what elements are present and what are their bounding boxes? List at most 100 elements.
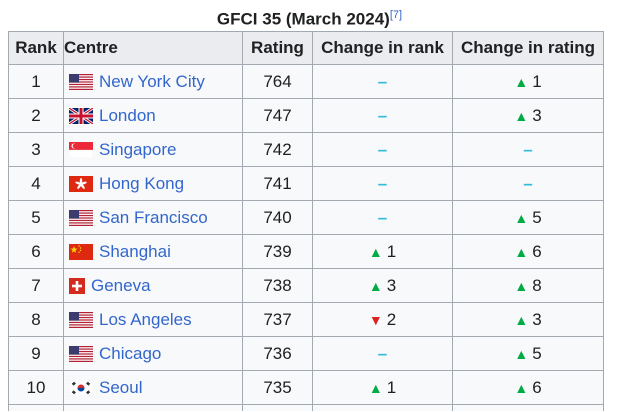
centre-cell: Shanghai [63, 234, 243, 269]
increase-arrow-icon: ▲ [514, 345, 529, 362]
change-indicator: ▲ 5 [514, 208, 541, 228]
change-value: 1 [386, 377, 397, 397]
change-in-rank-cell: – [312, 166, 453, 201]
change-indicator: ▲ 1 [369, 378, 396, 398]
change-value: 6 [532, 241, 542, 261]
header-centre[interactable]: Centre [63, 31, 243, 65]
centre-link[interactable]: London [99, 105, 156, 125]
increase-arrow-icon: ▲ [368, 277, 383, 294]
rank-cell: 4 [8, 166, 64, 201]
centre-cell: Singapore [63, 132, 243, 167]
change-in-rank-cell: – [312, 64, 453, 99]
table-row: 10 Seoul 735 ▲ 1 ▲ 6 [8, 370, 604, 405]
centre-link[interactable]: Geneva [91, 275, 151, 295]
table-row-partial [8, 404, 604, 411]
change-indicator: ▲ 3 [369, 276, 396, 296]
header-rating[interactable]: Rating [242, 31, 313, 65]
change-in-rank-cell: ▼ 2 [312, 302, 453, 337]
rank-cell: 10 [8, 370, 64, 405]
rating-cell: 739 [242, 234, 313, 269]
change-indicator: ▲ 6 [514, 242, 541, 262]
caption-title: GFCI 35 (March 2024) [216, 9, 390, 29]
increase-arrow-icon: ▲ [514, 73, 529, 90]
rating-cell: 764 [242, 64, 313, 99]
change-value: 5 [532, 207, 542, 227]
citation-link[interactable]: [7] [389, 9, 403, 21]
change-value: 5 [532, 343, 542, 363]
centre-link[interactable]: Singapore [99, 139, 177, 159]
change-value: 2 [386, 309, 397, 329]
gfci-ranking-table: Rank Centre Rating Change in rank Change… [8, 31, 604, 411]
change-in-rating-cell: ▲ 1 [452, 64, 604, 99]
change-in-rating-cell: ▲ 5 [452, 200, 604, 235]
rating-cell: 742 [242, 132, 313, 167]
change-value: 3 [532, 105, 542, 125]
no-change-dash-icon: – [377, 71, 388, 91]
centre-link[interactable]: New York City [99, 71, 205, 91]
change-in-rank-cell: ▲ 3 [312, 268, 453, 303]
increase-arrow-icon: ▲ [514, 243, 529, 260]
change-in-rank-cell: ▲ 1 [312, 370, 453, 405]
header-change-in-rating[interactable]: Change in rating [452, 31, 604, 65]
centre-cell: Los Angeles [63, 302, 243, 337]
no-change-dash-icon: – [377, 173, 388, 193]
centre-cell: London [63, 98, 243, 133]
change-value: 1 [386, 241, 397, 261]
header-row: Rank Centre Rating Change in rank Change… [8, 31, 604, 65]
increase-arrow-icon: ▲ [514, 311, 529, 328]
us-flag-icon [69, 209, 93, 226]
table-row: 2 London 747 – ▲ 3 [8, 98, 604, 133]
rating-cell: 737 [242, 302, 313, 337]
hk-flag-icon [69, 175, 93, 192]
rating-cell: 736 [242, 336, 313, 371]
header-change-in-rank[interactable]: Change in rank [312, 31, 453, 65]
change-value: 6 [532, 377, 542, 397]
centre-link[interactable]: Hong Kong [99, 173, 185, 193]
table-caption: GFCI 35 (March 2024)[7] [0, 4, 619, 31]
partial-cell [312, 404, 453, 411]
centre-link[interactable]: San Francisco [99, 207, 208, 227]
change-indicator: ▲ 3 [514, 106, 541, 126]
change-indicator: ▲ 1 [369, 242, 396, 262]
centre-cell: Geneva [63, 268, 243, 303]
no-change-dash-icon: – [523, 173, 533, 193]
uk-flag-icon [68, 106, 94, 125]
centre-cell: Seoul [63, 370, 243, 405]
partial-cell [242, 404, 313, 411]
no-change-dash-icon: – [377, 139, 388, 159]
change-in-rank-cell: – [312, 132, 453, 167]
change-in-rating-cell: – [452, 166, 604, 201]
decrease-arrow-icon: ▼ [368, 311, 383, 328]
change-in-rating-cell: ▲ 6 [452, 370, 604, 405]
change-in-rank-cell: ▲ 1 [312, 234, 453, 269]
increase-arrow-icon: ▲ [514, 379, 529, 396]
no-change-dash-icon: – [523, 139, 533, 159]
change-in-rating-cell: ▲ 5 [452, 336, 604, 371]
rating-cell: 735 [242, 370, 313, 405]
change-value: 3 [386, 275, 397, 295]
centre-link[interactable]: Shanghai [99, 241, 171, 261]
us-flag-icon [69, 345, 93, 362]
rating-cell: 741 [242, 166, 313, 201]
rank-cell: 3 [8, 132, 64, 167]
centre-link[interactable]: Los Angeles [99, 309, 192, 329]
no-change-dash-icon: – [377, 105, 388, 125]
table-row: 4 Hong Kong 741 – – [8, 166, 604, 201]
rank-cell: 2 [8, 98, 64, 133]
change-in-rank-cell: – [312, 98, 453, 133]
change-indicator: ▼ 2 [369, 310, 396, 330]
partial-cell [8, 404, 64, 411]
change-indicator: ▲ 6 [514, 378, 541, 398]
change-in-rating-cell: ▲ 8 [452, 268, 604, 303]
increase-arrow-icon: ▲ [514, 107, 529, 124]
rating-cell: 738 [242, 268, 313, 303]
header-rank[interactable]: Rank [8, 31, 64, 65]
centre-link[interactable]: Chicago [99, 343, 162, 363]
change-value: 3 [532, 309, 542, 329]
centre-link[interactable]: Seoul [99, 377, 143, 397]
centre-cell: San Francisco [63, 200, 243, 235]
centre-cell: Hong Kong [63, 166, 243, 201]
table-row: 8 Los Angeles 737 ▼ 2 ▲ 3 [8, 302, 604, 337]
no-change-dash-icon: – [377, 343, 388, 363]
ch-flag-icon [69, 277, 85, 294]
